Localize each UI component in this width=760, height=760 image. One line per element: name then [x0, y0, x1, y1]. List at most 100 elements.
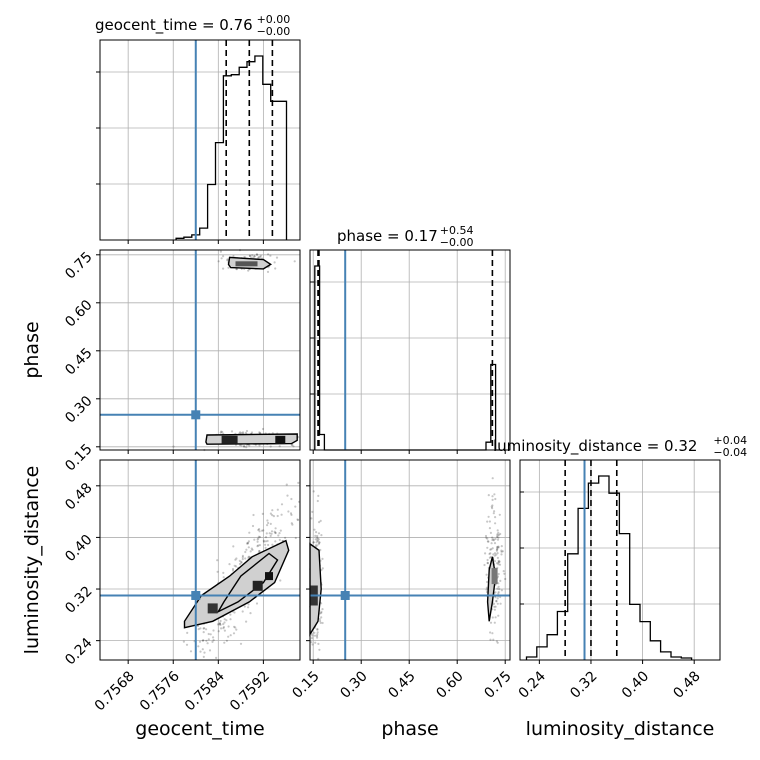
sample-point	[294, 536, 297, 540]
sample-point	[199, 627, 202, 630]
sample-point	[269, 445, 272, 448]
sample-point	[488, 527, 491, 530]
sample-point	[226, 259, 229, 262]
sample-point	[494, 497, 497, 501]
sample-point	[276, 514, 279, 518]
panel-frame	[99, 249, 301, 451]
sample-point	[489, 555, 492, 559]
sample-point	[274, 540, 277, 543]
sample-point	[496, 556, 499, 560]
sample-point	[316, 540, 320, 543]
scatter-points	[309, 477, 507, 660]
sample-point	[487, 540, 490, 543]
sample-point	[222, 255, 225, 258]
sample-point	[256, 540, 259, 543]
sample-point	[250, 431, 254, 434]
sample-point	[202, 639, 205, 642]
sample-point	[491, 616, 494, 619]
sample-point	[264, 536, 268, 539]
sample-point	[316, 631, 319, 634]
sample-point	[261, 512, 264, 516]
sample-point	[182, 640, 185, 643]
sample-point	[241, 610, 244, 613]
sample-point	[269, 522, 272, 526]
sample-point	[246, 542, 249, 545]
sample-point	[315, 531, 318, 534]
panel-title-luminosity_distance: luminosity_distance = 0.32	[493, 437, 697, 456]
sample-point	[495, 599, 498, 603]
sample-point	[319, 519, 322, 523]
sample-point	[245, 548, 248, 551]
axis-label-y-luminosity-distance: luminosity_distance	[21, 466, 43, 655]
sample-point	[233, 625, 236, 628]
sample-point	[499, 532, 502, 536]
sample-point	[497, 572, 500, 576]
sample-point	[229, 618, 232, 621]
sample-point	[500, 550, 503, 553]
sample-point	[492, 553, 495, 556]
sample-point	[279, 529, 282, 532]
sample-point	[297, 481, 300, 484]
histogram-luminosity_distance	[525, 475, 693, 660]
sample-point	[483, 563, 486, 567]
panel-frame	[99, 39, 301, 241]
sample-point	[486, 562, 489, 565]
sample-point	[316, 537, 319, 540]
sample-point	[495, 600, 498, 603]
sample-point	[239, 431, 242, 434]
sample-point	[486, 537, 489, 540]
tick-label-x: 0.24	[516, 668, 549, 701]
sample-point	[321, 608, 324, 611]
sample-point	[493, 560, 496, 563]
sample-point	[229, 613, 232, 616]
sample-point	[222, 627, 225, 630]
sample-point	[274, 527, 277, 530]
sample-point	[247, 546, 250, 549]
sample-point	[202, 631, 205, 634]
sample-point	[310, 517, 313, 520]
sample-point	[485, 536, 488, 539]
sample-point	[247, 269, 250, 272]
tick-label-y: 0.75	[62, 249, 95, 282]
sample-point	[315, 541, 318, 544]
title-lower-error: −0.00	[440, 236, 474, 249]
sample-point	[253, 538, 256, 541]
sample-point	[491, 498, 494, 501]
sample-point	[243, 445, 246, 448]
sample-point	[289, 512, 293, 515]
sample-point	[493, 605, 496, 608]
sample-point	[257, 537, 260, 540]
sample-point	[243, 605, 246, 608]
sample-point	[249, 550, 252, 553]
sample-point	[495, 562, 499, 565]
sample-point	[270, 532, 273, 535]
sample-point	[269, 534, 272, 538]
density-core	[265, 572, 273, 581]
sample-point	[497, 582, 500, 585]
sample-point	[258, 549, 261, 553]
density-contour	[205, 433, 298, 445]
sample-point	[493, 493, 496, 496]
sample-point	[273, 261, 276, 264]
sample-point	[245, 620, 248, 623]
sample-point	[241, 558, 244, 561]
sample-point	[280, 503, 284, 506]
sample-point	[235, 628, 238, 631]
sample-point	[255, 253, 258, 256]
density-fill	[218, 553, 278, 612]
sample-point	[495, 548, 499, 551]
sample-point	[496, 545, 499, 549]
sample-point	[313, 528, 316, 531]
sample-point	[317, 538, 320, 541]
sample-point	[313, 634, 317, 637]
sample-point	[486, 561, 489, 565]
sample-point	[497, 545, 500, 548]
sample-point	[211, 640, 214, 644]
sample-point	[228, 563, 231, 566]
sample-point	[491, 536, 494, 539]
sample-point	[489, 631, 492, 634]
sample-point	[492, 638, 495, 641]
tick-label-x: 0.7568	[92, 668, 138, 714]
sample-point	[202, 627, 205, 630]
density-core	[221, 435, 238, 444]
